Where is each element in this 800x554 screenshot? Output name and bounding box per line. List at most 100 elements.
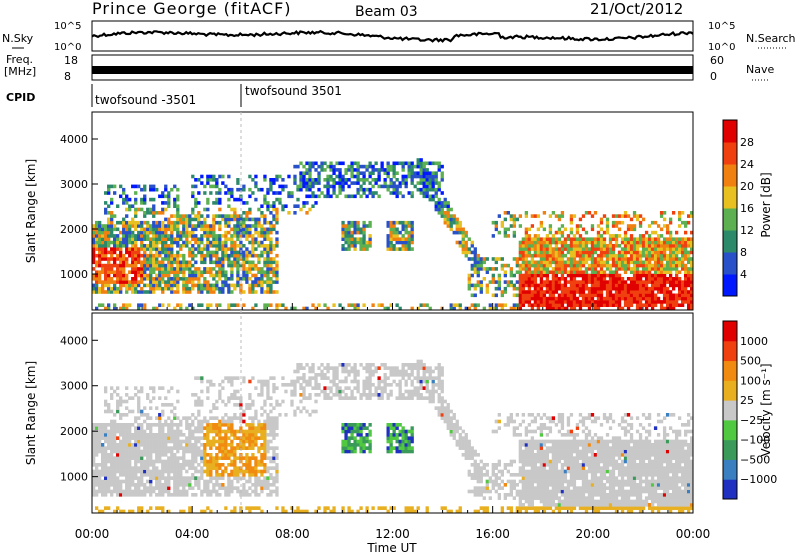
heatmap-cell xyxy=(137,247,141,251)
heatmap-cell xyxy=(404,161,408,166)
heatmap-cell xyxy=(653,267,658,271)
heatmap-cell xyxy=(224,250,228,255)
heatmap-cell xyxy=(152,286,156,291)
heatmap-cell xyxy=(548,247,553,251)
heatmap-cell xyxy=(674,237,679,241)
heatmap-cell xyxy=(266,277,270,281)
heatmap-cell xyxy=(182,479,186,484)
heatmap-cell xyxy=(260,244,264,248)
heatmap-cell xyxy=(557,260,562,265)
heatmap-cell xyxy=(386,174,390,179)
heatmap-cell xyxy=(389,184,393,189)
heatmap-cell xyxy=(674,230,679,235)
heatmap-cell xyxy=(662,293,667,298)
heatmap-cell xyxy=(122,479,126,484)
heatmap-cell xyxy=(251,224,255,228)
heatmap-cell xyxy=(158,220,162,225)
heatmap-cell xyxy=(176,426,180,430)
heatmap-cell xyxy=(185,443,189,447)
heatmap-cell xyxy=(548,224,553,228)
heatmap-cell xyxy=(272,201,276,205)
heatmap-cell xyxy=(119,469,123,474)
heatmap-cell xyxy=(356,174,360,179)
heatmap-cell xyxy=(125,303,129,307)
heatmap-cell xyxy=(257,217,261,222)
heatmap-cell xyxy=(143,277,147,281)
heatmap-cell xyxy=(605,286,610,291)
heatmap-cell xyxy=(104,234,108,238)
heatmap-cell xyxy=(92,290,96,294)
heatmap-cell xyxy=(683,263,688,268)
heatmap-cell xyxy=(662,263,667,268)
heatmap-cell xyxy=(218,426,222,430)
heatmap-cell xyxy=(404,227,408,232)
heatmap-cell xyxy=(170,419,174,424)
heatmap-cell xyxy=(326,366,330,370)
heatmap-cell xyxy=(152,253,156,258)
heatmap-cell xyxy=(98,486,102,490)
heatmap-cell xyxy=(194,197,198,202)
heatmap-cell xyxy=(167,459,171,464)
heatmap-cell xyxy=(557,270,562,274)
heatmap-cell xyxy=(659,250,664,255)
heatmap-cell xyxy=(536,283,541,288)
heatmap-cell xyxy=(203,446,207,450)
heatmap-cell xyxy=(533,267,538,271)
heatmap-cell xyxy=(269,286,273,291)
heatmap-cell xyxy=(212,253,216,258)
heatmap-cell xyxy=(170,463,174,467)
heatmap-cell xyxy=(140,489,144,494)
heatmap-cell xyxy=(578,250,583,255)
heatmap-cell xyxy=(314,181,318,185)
heatmap-cell xyxy=(134,433,138,437)
heatmap-cell xyxy=(461,227,465,232)
heatmap-cell xyxy=(479,260,483,265)
heatmap-cell xyxy=(260,211,264,215)
heatmap-cell xyxy=(263,201,267,205)
heatmap-cell xyxy=(152,476,156,480)
heatmap-cell xyxy=(395,194,399,199)
heatmap-cell xyxy=(206,506,210,510)
heatmap-cell xyxy=(125,227,129,232)
heatmap-cell xyxy=(131,253,135,258)
heatmap-cell xyxy=(614,244,619,248)
heatmap-cell xyxy=(101,426,105,430)
heatmap-cell xyxy=(605,247,610,251)
heatmap-cell xyxy=(353,174,357,179)
heatmap-cell xyxy=(212,466,216,470)
heatmap-cell xyxy=(257,220,261,225)
heatmap-cell xyxy=(608,280,613,284)
heatmap-cell xyxy=(563,240,568,245)
heatmap-cell xyxy=(116,479,120,484)
heatmap-cell xyxy=(518,250,523,255)
heatmap-cell xyxy=(677,240,682,245)
heatmap-cell xyxy=(185,234,189,238)
heatmap-cell xyxy=(635,303,640,307)
heatmap-cell xyxy=(227,257,231,261)
heatmap-cell xyxy=(566,293,571,298)
heatmap-cell xyxy=(383,178,387,182)
heatmap-cell xyxy=(215,237,219,241)
heatmap-cell xyxy=(302,178,306,182)
heatmap-cell xyxy=(230,509,234,514)
heatmap-cell xyxy=(446,201,450,205)
heatmap-cell xyxy=(392,191,396,195)
heatmap-cell xyxy=(107,433,111,437)
heatmap-cell xyxy=(590,263,595,268)
heatmap-cell xyxy=(401,194,405,199)
heatmap-cell xyxy=(209,489,213,494)
heatmap-cell xyxy=(113,426,117,430)
heatmap-cell xyxy=(512,220,516,225)
heatmap-cell xyxy=(257,419,261,424)
heatmap-cell xyxy=(332,191,336,195)
heatmap-cell xyxy=(161,446,165,450)
heatmap-cell xyxy=(119,273,123,278)
heatmap-cell xyxy=(104,486,108,490)
heatmap-cell xyxy=(161,250,165,255)
heatmap-cell xyxy=(185,479,189,484)
heatmap-cell xyxy=(512,286,516,291)
heatmap-cell xyxy=(230,207,234,212)
heatmap-cell xyxy=(269,409,273,414)
heatmap-cell xyxy=(635,257,640,261)
